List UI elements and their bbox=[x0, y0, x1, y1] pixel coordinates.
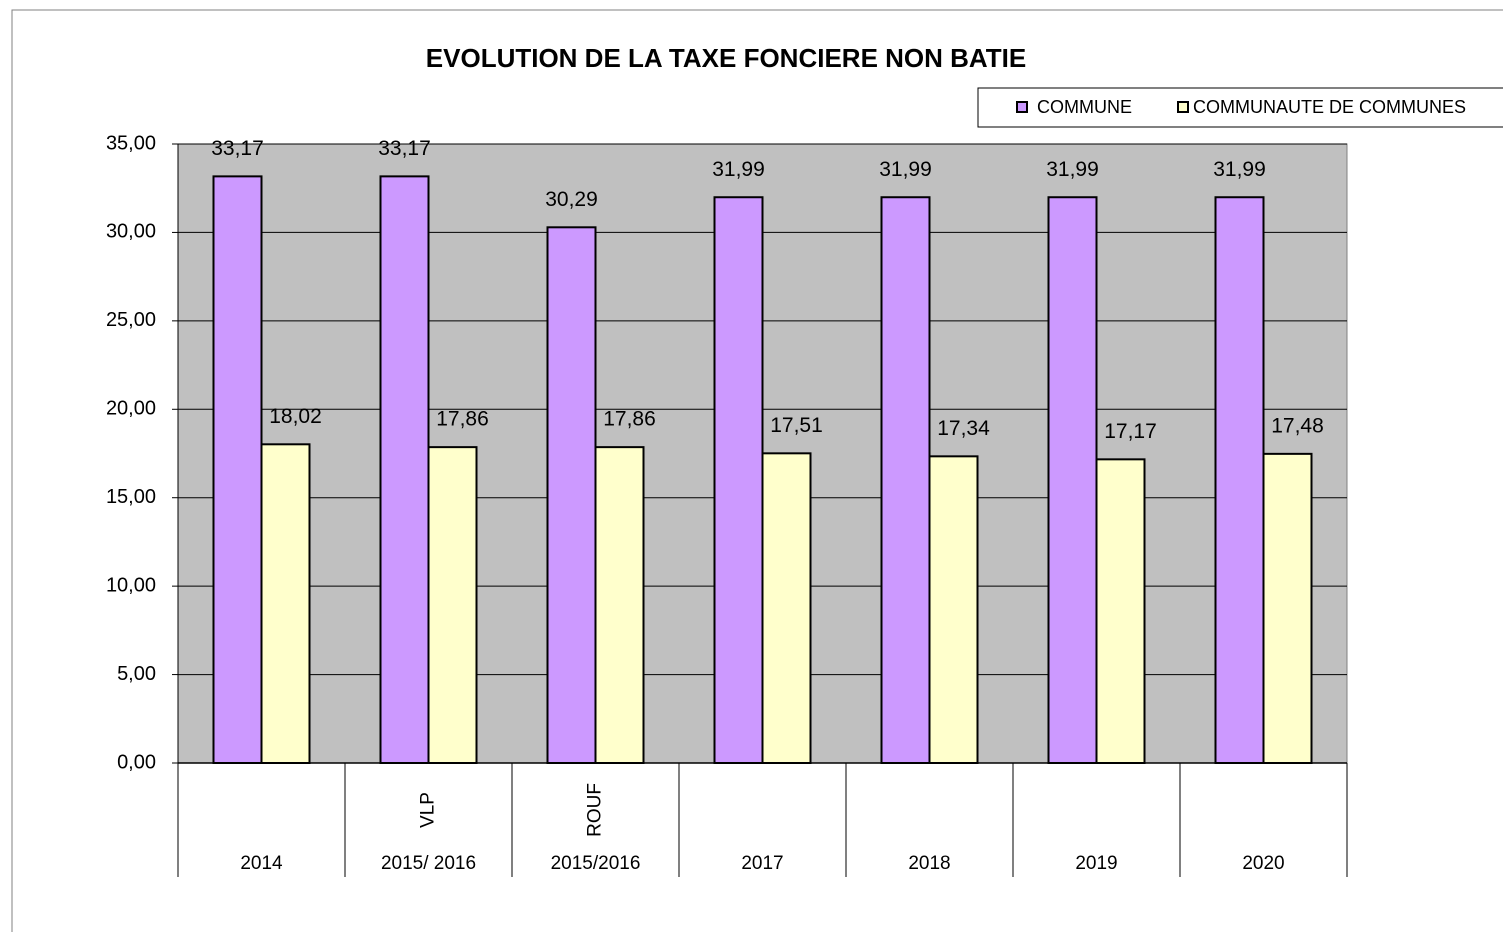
x-tick-label: 2020 bbox=[1242, 853, 1284, 874]
value-label: 17,48 bbox=[1271, 414, 1324, 437]
bar bbox=[1047, 196, 1098, 764]
bar bbox=[1095, 458, 1146, 764]
x-tick-label: 2015/ 2016 bbox=[381, 853, 476, 874]
bar bbox=[212, 175, 263, 764]
value-label: 31,99 bbox=[1213, 158, 1266, 181]
y-tick-label: 25,00 bbox=[106, 309, 156, 331]
bar bbox=[1214, 196, 1265, 764]
x-tick-label: 2015/2016 bbox=[551, 853, 641, 874]
bar bbox=[1262, 452, 1313, 764]
value-label: 33,17 bbox=[211, 137, 264, 160]
y-tick-label: 10,00 bbox=[106, 574, 156, 596]
x-tick-label: 2019 bbox=[1075, 853, 1117, 874]
chart-title: EVOLUTION DE LA TAXE FONCIERE NON BATIE bbox=[426, 43, 1026, 73]
y-tick-label: 0,00 bbox=[117, 751, 156, 773]
y-tick-label: 15,00 bbox=[106, 486, 156, 508]
bar bbox=[880, 196, 931, 764]
y-tick-label: 5,00 bbox=[117, 663, 156, 685]
y-tick-label: 20,00 bbox=[106, 398, 156, 420]
value-label: 17,34 bbox=[937, 417, 990, 440]
value-label: 31,99 bbox=[712, 158, 765, 181]
x-tick-label: 2017 bbox=[741, 853, 783, 874]
legend-label: COMMUNE bbox=[1037, 97, 1132, 117]
value-label: 17,86 bbox=[603, 408, 656, 431]
legend-box bbox=[977, 87, 1503, 128]
x-sub-label: VLP bbox=[418, 792, 439, 828]
bar bbox=[928, 455, 979, 764]
bar bbox=[713, 196, 764, 764]
value-label: 18,02 bbox=[269, 405, 322, 428]
value-label: 17,86 bbox=[436, 408, 489, 431]
bar bbox=[427, 446, 478, 764]
value-label: 30,29 bbox=[545, 188, 598, 211]
bar bbox=[379, 175, 430, 764]
x-tick-label: 2014 bbox=[240, 853, 283, 874]
legend-swatch bbox=[1016, 101, 1028, 113]
x-sub-label: ROUF bbox=[585, 783, 606, 837]
value-label: 17,17 bbox=[1104, 420, 1157, 443]
value-label: 31,99 bbox=[1046, 158, 1099, 181]
bar bbox=[594, 446, 645, 764]
y-tick-label: 35,00 bbox=[106, 132, 156, 154]
value-label: 17,51 bbox=[770, 414, 823, 437]
bar bbox=[546, 226, 597, 764]
bar bbox=[761, 452, 812, 764]
legend-label: COMMUNAUTE DE COMMUNES bbox=[1193, 97, 1466, 117]
bar bbox=[260, 443, 311, 764]
legend-swatch bbox=[1177, 101, 1189, 113]
x-tick-label: 2018 bbox=[908, 853, 950, 874]
value-label: 33,17 bbox=[378, 137, 431, 160]
value-label: 31,99 bbox=[879, 158, 932, 181]
y-tick-label: 30,00 bbox=[106, 221, 156, 243]
